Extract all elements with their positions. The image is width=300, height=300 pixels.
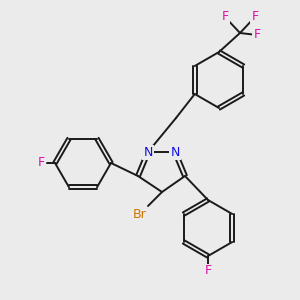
Text: N: N: [170, 146, 180, 158]
Text: F: F: [221, 11, 229, 23]
Text: F: F: [254, 28, 261, 41]
Text: F: F: [38, 157, 45, 169]
Text: F: F: [251, 11, 259, 23]
Text: F: F: [204, 265, 211, 278]
Text: Br: Br: [133, 208, 147, 220]
Text: N: N: [143, 146, 153, 158]
